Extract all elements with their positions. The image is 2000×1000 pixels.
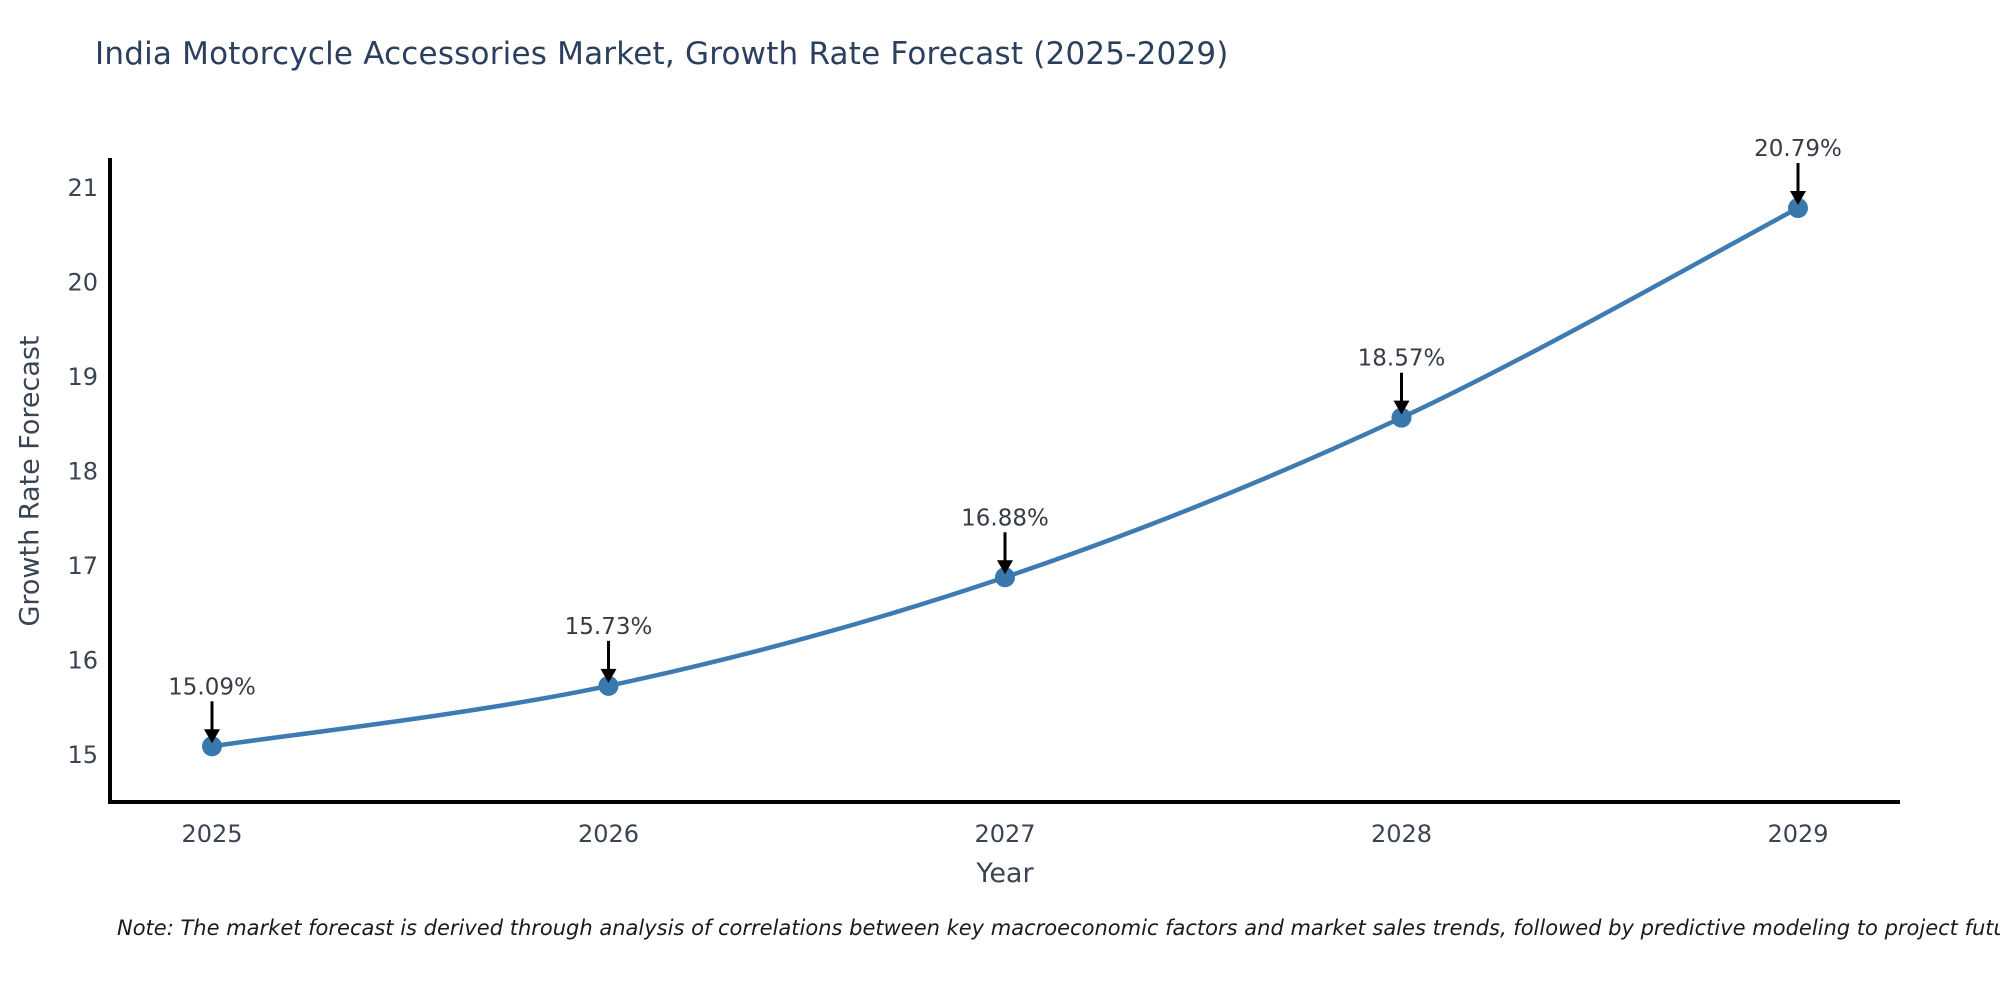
x-tick-label: 2028 — [1371, 820, 1432, 848]
annotation-label: 15.09% — [168, 674, 256, 700]
y-tick-label: 18 — [67, 458, 98, 486]
annotation-label: 15.73% — [565, 614, 653, 640]
data-point-marker — [202, 736, 222, 757]
annotation-label: 18.57% — [1358, 346, 1446, 372]
y-tick-label: 20 — [67, 269, 98, 297]
annotation-arrow-head — [600, 668, 617, 683]
y-tick-label: 19 — [67, 363, 98, 391]
chart-title: India Motorcycle Accessories Market, Gro… — [95, 36, 1229, 72]
y-axis-title: Growth Rate Forecast — [14, 335, 46, 627]
y-tick-label: 15 — [67, 741, 98, 769]
annotation-label: 16.88% — [961, 505, 1049, 531]
y-tick-label: 21 — [67, 174, 98, 202]
data-point-marker — [1788, 198, 1808, 219]
x-tick-label: 2025 — [181, 820, 242, 848]
annotation-label: 20.79% — [1754, 136, 1842, 162]
data-point-marker — [1391, 407, 1412, 428]
x-tick-label: 2029 — [1767, 820, 1828, 848]
annotation-arrow-head — [1393, 400, 1410, 415]
annotation-arrow-head — [204, 729, 220, 744]
data-point-marker — [995, 567, 1015, 588]
data-point-marker — [598, 675, 619, 696]
x-axis-title: Year — [976, 858, 1034, 889]
x-tick-label: 2026 — [578, 820, 639, 848]
chart-footnote: Note: The market forecast is derived thr… — [117, 916, 2000, 940]
y-tick-label: 17 — [67, 552, 98, 580]
annotation-arrow-head — [1790, 191, 1806, 206]
x-tick-label: 2027 — [974, 820, 1035, 848]
y-tick-label: 16 — [67, 646, 98, 674]
annotation-arrow-head — [997, 560, 1013, 575]
trend-line — [209, 205, 1801, 749]
